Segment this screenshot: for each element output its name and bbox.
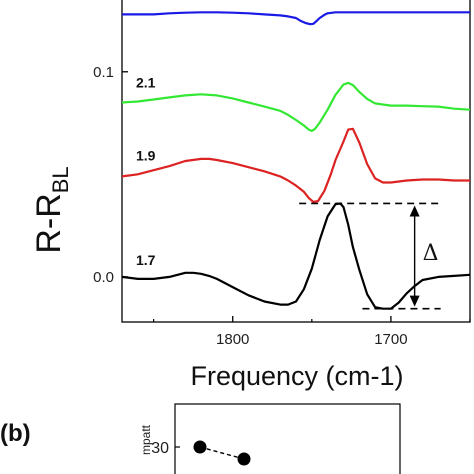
series-line-0 — [122, 11, 470, 26]
plot-frame — [121, 0, 471, 323]
series-line-2 — [121, 127, 470, 204]
x-tick-label: 1800 — [216, 331, 249, 348]
panel-b-label: (b) — [0, 420, 31, 447]
y-tick-label: 0.0 — [93, 269, 114, 286]
panel-b-frame — [174, 403, 401, 474]
x-tick-label: 1700 — [374, 331, 407, 348]
delta-arrow-head-up — [409, 205, 420, 217]
y-axis-title-sub: BL — [48, 166, 73, 193]
panel-a: 1800 1700 0.0 0.1 2.1 1.9 1.7 Δ — [93, 0, 471, 348]
panel-b-point — [193, 440, 207, 454]
panel-b-point — [237, 452, 251, 466]
x-axis-title: Frequency (cm-1) — [190, 361, 403, 391]
series-line-3 — [121, 202, 471, 310]
y-axis-title-main: R-R — [30, 193, 68, 253]
series-label-1: 2.1 — [136, 75, 156, 91]
delta-label: Δ — [423, 241, 439, 266]
panel-b-connector — [199, 446, 245, 460]
y-axis-title: R-RBL — [30, 166, 73, 253]
series-line-1 — [121, 81, 471, 132]
panel-b-y-tick-label: 30 — [151, 440, 169, 457]
delta-arrow-head-down — [409, 295, 420, 307]
series-label-3: 1.7 — [136, 252, 156, 268]
y-tick-label: 0.1 — [93, 64, 114, 81]
series-label-2: 1.9 — [136, 147, 156, 163]
panel-b-y-label: mpatt — [139, 424, 153, 455]
